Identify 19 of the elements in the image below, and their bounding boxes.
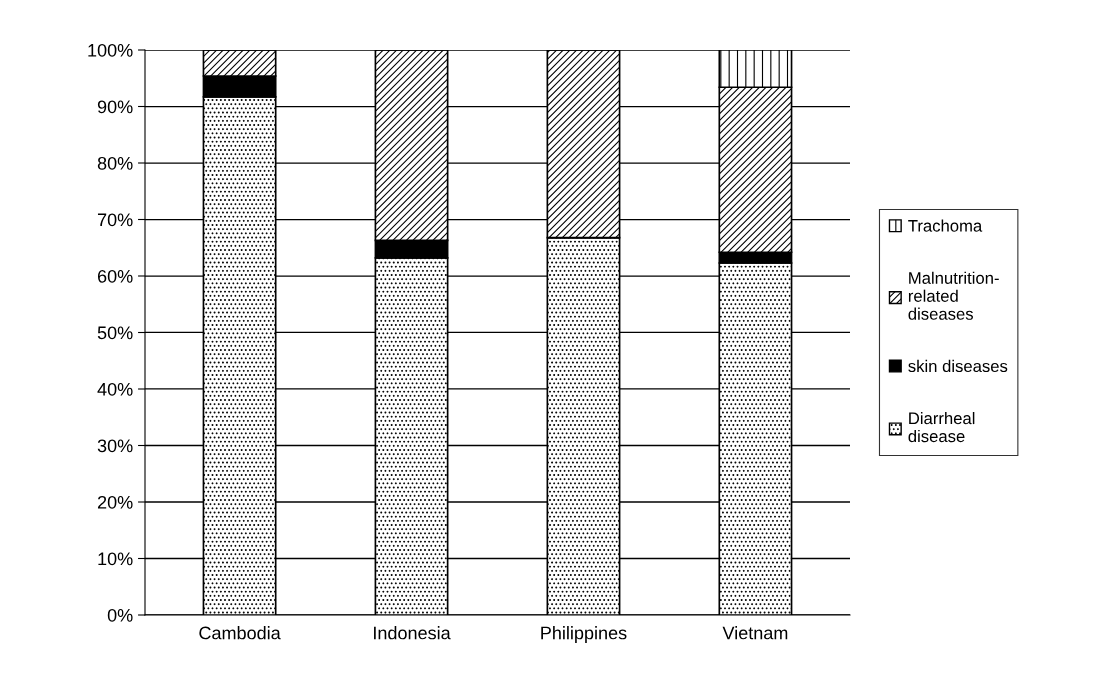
legend-label: Malnutrition-related diseases <box>908 271 999 320</box>
y-tick-label: 100% <box>88 43 133 57</box>
y-tick-label: 40% <box>97 382 133 396</box>
y-tick-label: 60% <box>97 269 133 283</box>
y-tick-label: 10% <box>98 552 133 566</box>
legend-label: skin diseases <box>908 359 1008 373</box>
x-tick-label: Indonesia <box>374 626 451 640</box>
x-tick-label: Vietnam <box>722 626 788 640</box>
y-tick-label: 30% <box>97 439 133 453</box>
y-tick-label: 90% <box>97 100 133 114</box>
legend-label: Trachoma <box>908 219 983 232</box>
legend-label: Diarrheal disease <box>908 412 975 443</box>
y-tick-label: 80% <box>97 156 133 170</box>
x-tick-label: Philippines <box>541 626 627 643</box>
y-tick-label: 50% <box>97 326 133 340</box>
y-tick-label: 20% <box>97 495 133 509</box>
y-tick-label: 70% <box>97 213 133 227</box>
y-tick-label: 0% <box>107 608 133 622</box>
x-tick-label: Cambodia <box>199 626 281 640</box>
